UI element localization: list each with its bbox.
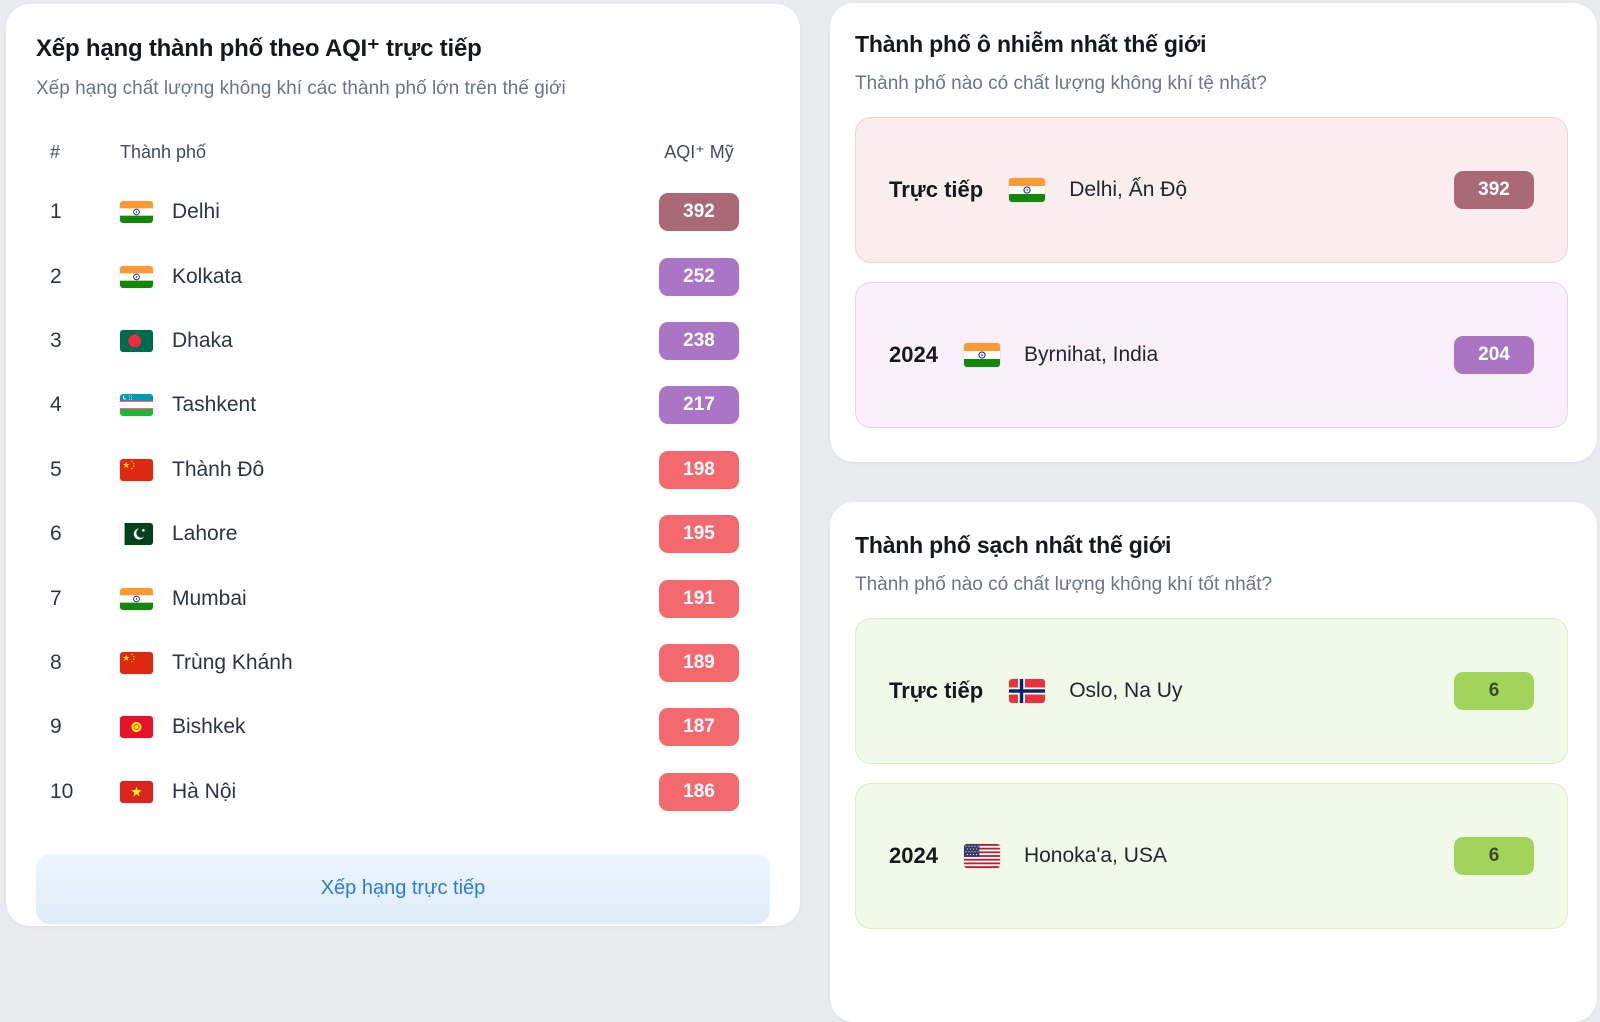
flag-in-icon (120, 265, 153, 288)
aqi-badge: 198 (659, 450, 739, 489)
rank-number: 3 (50, 328, 62, 352)
column-header-city: Thành phố (120, 141, 207, 162)
aqi-badge: 6 (1454, 672, 1534, 710)
ranking-row[interactable]: 3 Dhaka 238 (36, 309, 770, 373)
ranking-row[interactable]: 10 Hà Nội 186 (36, 760, 770, 824)
ranking-table-body: 1 Delhi 392 2 Kolkata 252 3 Dhaka 238 4 Tashkent 21… (36, 180, 770, 824)
city-name: Kolkata (172, 264, 243, 288)
rank-number: 6 (50, 522, 62, 546)
highlight-card-label: Trực tiếp (889, 678, 984, 703)
rank-number: 2 (50, 264, 62, 288)
highlight-card-label: Trực tiếp (889, 177, 984, 202)
aqi-badge: 191 (659, 579, 739, 618)
column-header-rank: # (50, 141, 61, 162)
flag-in-icon (1009, 178, 1046, 202)
cleanest-panel: Thành phố sạch nhất thế giới Thành phố n… (830, 502, 1597, 1022)
ranking-table-header: # Thành phố AQI⁺ Mỹ (36, 140, 770, 164)
highlight-card-city: Oslo, Na Uy (1069, 679, 1183, 702)
flag-vn-icon (120, 780, 153, 803)
column-header-aqi: AQI⁺ Mỹ (664, 141, 734, 162)
aqi-badge: 392 (659, 193, 739, 232)
aqi-badge: 6 (1454, 837, 1534, 875)
flag-no-icon (1009, 679, 1046, 703)
rank-number: 7 (50, 586, 62, 610)
ranking-row[interactable]: 7 Mumbai 191 (36, 566, 770, 630)
flag-in-icon (963, 343, 1000, 367)
city-name: Mumbai (172, 586, 247, 610)
rank-number: 5 (50, 457, 62, 481)
rank-number: 8 (50, 650, 62, 674)
ranking-row[interactable]: 2 Kolkata 252 (36, 244, 770, 308)
aqi-badge: 252 (659, 257, 739, 296)
most-polluted-cards: Trực tiếp Delhi, Ấn Độ 392 2024 Byrnihat, In… (855, 117, 1568, 428)
flag-in-icon (120, 587, 153, 610)
city-name: Thành Đô (172, 457, 265, 481)
flag-kg-icon (120, 716, 153, 739)
highlight-card[interactable]: 2024 Byrnihat, India 204 (855, 282, 1568, 428)
ranking-row[interactable]: 9 Bishkek 187 (36, 695, 770, 759)
ranking-row[interactable]: 6 Lahore 195 (36, 502, 770, 566)
most-polluted-title: Thành phố ô nhiễm nhất thế giới (855, 31, 1207, 57)
city-name: Hà Nội (172, 779, 237, 803)
highlight-card[interactable]: Trực tiếp Delhi, Ấn Độ 392 (855, 117, 1568, 263)
most-polluted-panel: Thành phố ô nhiễm nhất thế giới Thành ph… (830, 3, 1597, 462)
highlight-card-label: 2024 (889, 843, 938, 868)
highlight-card-city: Delhi, Ấn Độ (1069, 178, 1188, 201)
aqi-badge: 217 (659, 386, 739, 425)
aqi-badge: 189 (659, 643, 739, 682)
aqi-badge: 187 (659, 708, 739, 747)
flag-cn-icon (120, 651, 153, 674)
ranking-panel-title: Xếp hạng thành phố theo AQI⁺ trực tiếp (36, 35, 482, 62)
city-name: Bishkek (172, 715, 246, 739)
rank-number: 1 (50, 200, 62, 224)
city-name: Tashkent (172, 393, 257, 417)
rank-number: 10 (50, 779, 74, 803)
flag-cn-icon (120, 458, 153, 481)
live-ranking-panel: Xếp hạng thành phố theo AQI⁺ trực tiếp X… (6, 4, 800, 926)
ranking-row[interactable]: 4 Tashkent 217 (36, 373, 770, 437)
aqi-badge: 238 (659, 321, 739, 360)
flag-bd-icon (120, 329, 153, 352)
highlight-card-city: Honoka'a, USA (1023, 844, 1167, 867)
flag-uz-icon (120, 394, 153, 417)
cleanest-cards: Trực tiếp Oslo, Na Uy 6 2024 Honoka'a, USA 6 (855, 618, 1568, 929)
aqi-badge: 186 (659, 772, 739, 811)
aqi-badge: 392 (1454, 171, 1534, 209)
ranking-row[interactable]: 1 Delhi 392 (36, 180, 770, 244)
city-name: Lahore (172, 522, 238, 546)
city-name: Dhaka (172, 328, 233, 352)
flag-us-icon (963, 844, 1000, 868)
flag-in-icon (120, 201, 153, 224)
city-name: Trùng Khánh (172, 650, 293, 674)
rank-number: 4 (50, 393, 62, 417)
rank-number: 9 (50, 715, 62, 739)
highlight-card-city: Byrnihat, India (1023, 343, 1159, 366)
cleanest-subtitle: Thành phố nào có chất lượng không khí tố… (855, 574, 1273, 595)
aqi-badge: 195 (659, 515, 739, 554)
city-name: Delhi (172, 200, 220, 224)
highlight-card[interactable]: Trực tiếp Oslo, Na Uy 6 (855, 618, 1568, 764)
highlight-card[interactable]: 2024 Honoka'a, USA 6 (855, 783, 1568, 929)
ranking-panel-subtitle: Xếp hạng chất lượng không khí các thành … (36, 78, 566, 99)
flag-pk-icon (120, 523, 153, 546)
cleanest-title: Thành phố sạch nhất thế giới (855, 532, 1172, 558)
ranking-row[interactable]: 8 Trùng Khánh 189 (36, 631, 770, 695)
live-ranking-button[interactable]: Xếp hạng trực tiếp (36, 853, 770, 924)
aqi-badge: 204 (1454, 336, 1534, 374)
most-polluted-subtitle: Thành phố nào có chất lượng không khí tệ… (855, 73, 1267, 94)
ranking-row[interactable]: 5 Thành Đô 198 (36, 438, 770, 502)
highlight-card-label: 2024 (889, 342, 938, 367)
